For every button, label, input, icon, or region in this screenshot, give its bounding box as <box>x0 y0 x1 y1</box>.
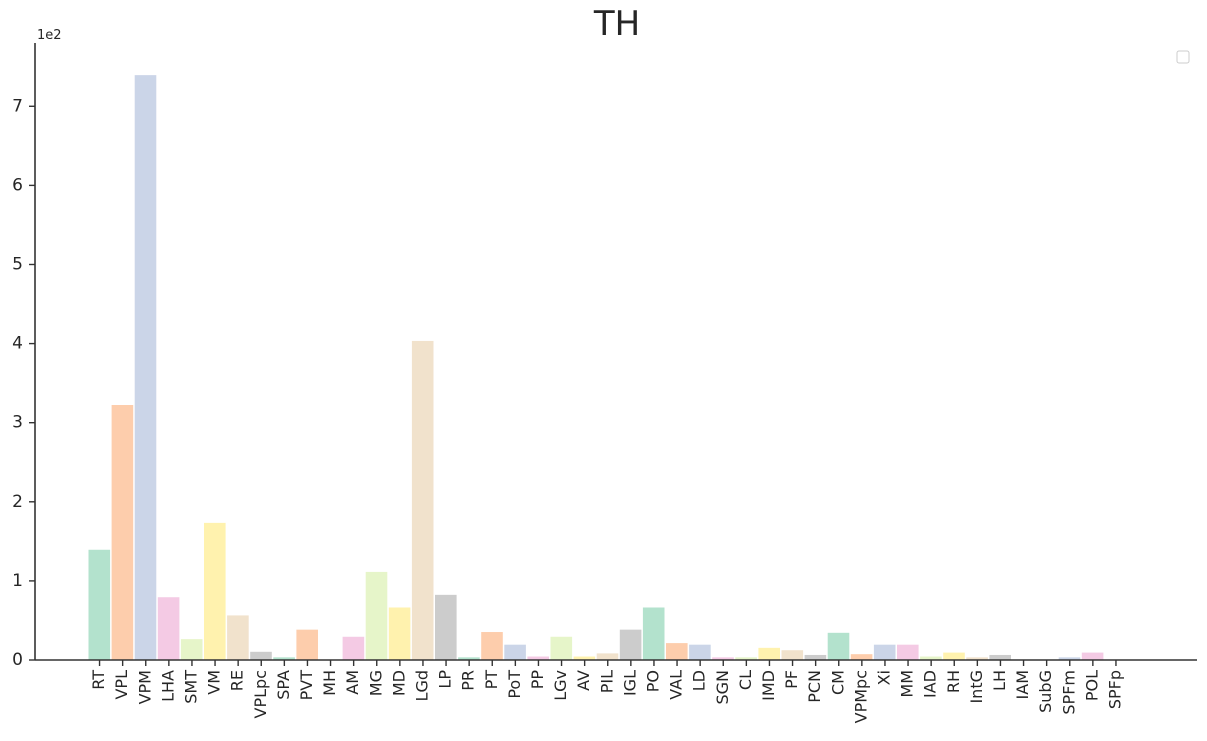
bar-xi <box>872 643 897 661</box>
x-tick-label: MD <box>389 670 408 696</box>
x-tick-label: IAM <box>1013 670 1032 699</box>
bar-igl <box>618 628 643 661</box>
bar-val <box>665 642 689 661</box>
bar-pvt <box>295 628 319 661</box>
bar-vpmpc <box>849 653 874 661</box>
x-tick-label: LGv <box>551 670 570 701</box>
x-tick-label: RT <box>89 670 108 690</box>
bar-vm <box>203 521 227 661</box>
x-tick-label: SPFm <box>1059 670 1078 715</box>
bar-lp <box>434 593 458 661</box>
x-tick-label: LD <box>690 670 709 691</box>
x-tick-label: SGN <box>713 670 732 705</box>
bar-imd <box>757 646 782 661</box>
bar-vpm <box>133 74 158 661</box>
x-tick-label: VPL <box>112 670 131 700</box>
bars-group <box>87 74 1105 661</box>
x-tick-label: VAL <box>667 670 686 700</box>
y-tick-label: 3 <box>12 413 23 433</box>
x-tick-label: MG <box>366 670 385 696</box>
x-tick-label: IAD <box>921 670 940 698</box>
y-tick-label: 5 <box>12 254 23 274</box>
x-tick-label: CL <box>736 670 755 690</box>
bar-mg <box>364 570 389 661</box>
x-tick-label: MH <box>320 670 339 696</box>
x-tick-label: PP <box>528 670 547 690</box>
x-tick-label: Xi <box>874 670 893 685</box>
y-tick-label: 6 <box>12 175 23 195</box>
bar-ld <box>688 643 712 661</box>
x-tick-label: PoT <box>505 670 524 699</box>
y-tick-label: 7 <box>12 96 23 116</box>
bar-rt <box>87 548 112 661</box>
legend-box <box>1176 50 1190 64</box>
bar-pt <box>480 631 504 661</box>
x-tick-label: SMT <box>181 670 200 704</box>
bar-md <box>387 606 412 661</box>
y-tick-label: 0 <box>12 650 23 670</box>
x-tick-label: CM <box>828 670 847 695</box>
x-tick-label: IntG <box>967 670 986 704</box>
x-tick-label: SPFp <box>1105 670 1124 709</box>
x-tick-label: PIL <box>597 670 616 693</box>
x-tick-label: PT <box>482 670 501 690</box>
x-tick-label: PF <box>782 670 801 689</box>
y-tick-label: 4 <box>12 334 23 354</box>
x-tick-label: VPMpc <box>851 670 870 723</box>
x-tick-label: VPM <box>135 670 154 704</box>
x-tick-label: PVT <box>297 670 316 701</box>
bar-smt <box>179 638 204 661</box>
bar-pcn <box>803 653 828 661</box>
bar-lgv <box>549 635 574 661</box>
bar-vpl <box>110 404 135 661</box>
x-tick-label: AV <box>574 670 593 691</box>
bar-lh <box>988 653 1013 661</box>
x-tick-label: RE <box>228 670 247 691</box>
bar-pol <box>1080 651 1105 661</box>
x-tick-label: LH <box>990 670 1009 691</box>
y-axis-offset-label: 1e2 <box>37 28 62 43</box>
bar-am <box>341 635 366 661</box>
bar-pil <box>595 652 620 661</box>
x-tick-label: AM <box>343 670 362 695</box>
x-tick-label: PCN <box>805 670 824 703</box>
x-tick-label: SubG <box>1036 670 1055 713</box>
bar-pot <box>503 643 527 661</box>
x-tick-label: LP <box>436 670 455 689</box>
y-ticks-group: 0 1 2 3 4 5 6 7 <box>12 96 35 670</box>
chart-title: TH <box>593 4 640 44</box>
x-tick-label: LGd <box>412 670 431 701</box>
x-tick-label: IMD <box>759 670 778 701</box>
bar-po <box>641 606 666 661</box>
bar-pf <box>780 649 805 661</box>
y-tick-label: 1 <box>12 571 23 591</box>
x-tick-label: VM <box>205 670 224 695</box>
x-ticks-group: RT VPL VPM LHA SMT VM RE VPLpc SPA PVT MH AM MG MD LGd… <box>89 660 1124 723</box>
bar-lha <box>156 596 181 661</box>
bar-re <box>226 614 250 661</box>
y-tick-label: 2 <box>12 492 23 512</box>
bar-lgd <box>410 339 435 661</box>
x-tick-label: IGL <box>620 670 639 696</box>
x-tick-label: PR <box>459 670 478 691</box>
x-tick-label: MM <box>898 670 917 698</box>
x-tick-label: PO <box>643 670 662 692</box>
x-tick-label: RH <box>944 670 963 693</box>
bar-rh <box>942 651 966 661</box>
bar-cm <box>826 631 851 661</box>
x-tick-label: VPLpc <box>251 670 270 718</box>
x-tick-label: SPA <box>274 670 293 700</box>
bar-mm <box>896 643 920 661</box>
x-tick-label: LHA <box>158 670 177 702</box>
bar-vplpc <box>249 650 273 661</box>
x-tick-label: POL <box>1082 670 1101 701</box>
